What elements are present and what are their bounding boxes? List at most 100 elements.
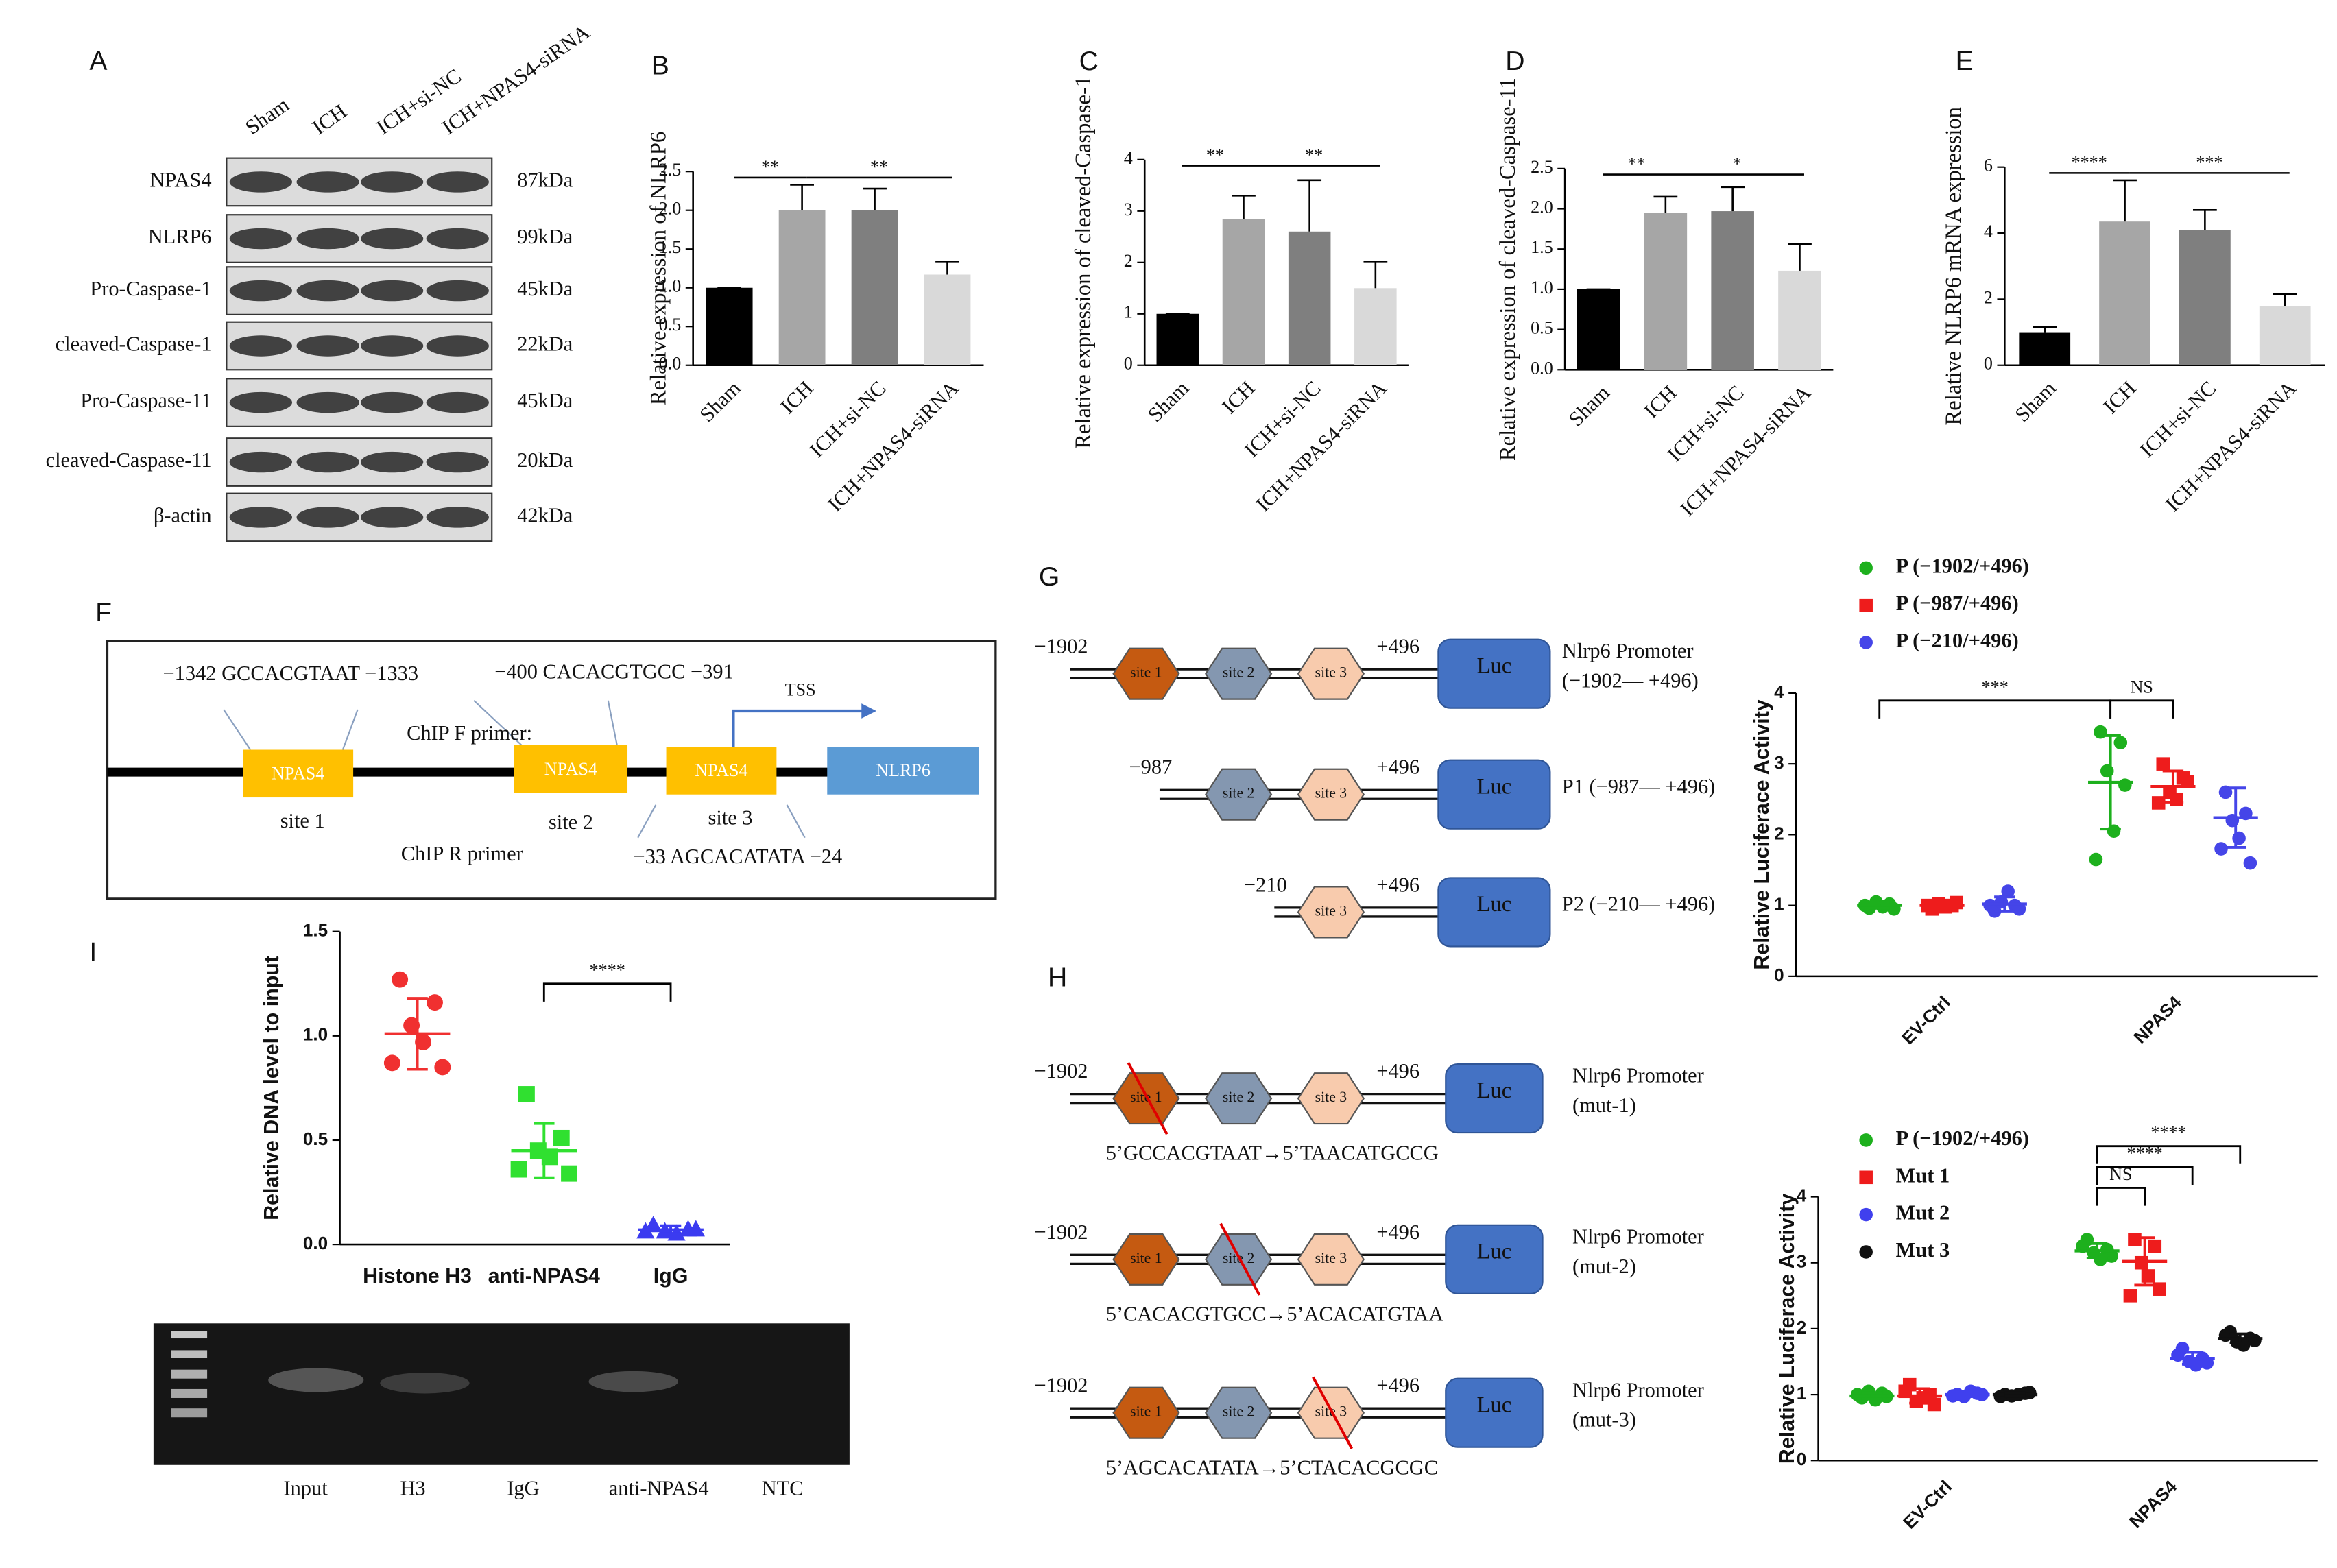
significance-bracket	[2096, 1145, 2242, 1164]
end-position: +496	[1376, 1059, 1419, 1083]
y-tick-label: 2	[1984, 287, 1993, 307]
panel-letter: D	[1505, 47, 1524, 76]
y-tick-label: 4	[1124, 148, 1133, 168]
panel-letter: C	[1079, 47, 1099, 76]
reporter-label: Luc	[1477, 1240, 1512, 1264]
ladder-band	[171, 1331, 208, 1339]
y-axis-label: Relative DNA level to input	[260, 956, 283, 1220]
bar	[1778, 270, 1821, 370]
data-point	[2225, 813, 2240, 828]
gel-lane-label: IgG	[507, 1477, 539, 1500]
primer-label: ChIP F primer:	[407, 721, 532, 745]
site-hexagon	[1112, 647, 1180, 700]
site-hexagon	[1205, 647, 1273, 700]
blot-band	[296, 451, 359, 473]
significance-label: ****	[2072, 152, 2107, 172]
data-point	[2151, 796, 2166, 810]
start-position: −1902	[1035, 635, 1088, 658]
mutation-sequence: 5’CACACGTGCC→5’ACACATGTAA	[1106, 1302, 1444, 1325]
size-label: 42kDa	[517, 503, 573, 527]
legend-entry: P (−1902/+496)	[1896, 554, 2029, 577]
construct-name: Nlrp6 Promoter	[1562, 639, 1694, 662]
y-axis-label: Relative expression of cleaved-Caspase-1…	[1496, 77, 1520, 461]
protein-label: β-actin	[154, 503, 212, 527]
legend-entry: P (−210/+496)	[1896, 629, 2019, 652]
site-hexagon	[1297, 1233, 1365, 1286]
construct-name: Nlrp6 Promoter	[1572, 1378, 1704, 1401]
reporter-box	[1445, 1224, 1544, 1294]
blot-band	[229, 335, 292, 357]
size-label: 45kDa	[517, 277, 573, 300]
data-point	[2118, 778, 2132, 792]
y-tick-label: 0.0	[1531, 358, 1553, 378]
bar	[778, 210, 826, 365]
site-sequence: −1342 GCCACGTAAT −1333	[163, 662, 419, 685]
data-point	[510, 1161, 527, 1178]
end-position: +496	[1376, 756, 1419, 779]
ladder-band	[171, 1350, 208, 1358]
site-label: site 3	[1315, 785, 1347, 801]
blot-band	[426, 391, 489, 413]
blot-band	[426, 451, 489, 473]
significance-bracket	[2096, 1166, 2194, 1185]
construct-name: Nlrp6 Promoter	[1572, 1064, 1704, 1087]
reporter-box	[1445, 1063, 1544, 1134]
protein-label: cleaved-Caspase-11	[46, 448, 212, 472]
y-axis-label: Relative expression of NLRP6	[646, 132, 671, 405]
panel-letter: F	[95, 598, 112, 627]
data-point	[2113, 736, 2128, 749]
panel-letter: H	[1048, 963, 1067, 993]
legend-marker	[1859, 1207, 1873, 1222]
y-tick-label: 0.0	[659, 354, 682, 374]
mutation-slash	[1312, 1376, 1354, 1449]
mutation-slash	[1127, 1062, 1168, 1135]
legend-marker	[1859, 1170, 1873, 1185]
mutation-sequence: 5’GCCACGTAAT→5’TAACATGCCG	[1106, 1142, 1439, 1165]
legend-entry: P (−1902/+496)	[1896, 1126, 2029, 1150]
mutation-slash	[1219, 1222, 1261, 1296]
callout-line	[637, 804, 657, 839]
data-point	[561, 1165, 578, 1182]
data-point	[2214, 842, 2228, 856]
significance-label: **	[761, 157, 779, 177]
data-point	[383, 1054, 400, 1072]
gel-image	[153, 1323, 850, 1465]
bar	[1288, 231, 1331, 365]
y-tick-label: 3	[1774, 752, 1784, 773]
y-tick-label: 1.5	[303, 920, 328, 941]
site-label: site 2	[1223, 664, 1254, 681]
site-label: site 1	[280, 809, 325, 832]
data-point	[2153, 1282, 2166, 1296]
tss-label: TSS	[785, 680, 816, 700]
primer-label: ChIP R primer	[401, 842, 523, 865]
legend-marker	[1859, 1245, 1873, 1259]
y-tick-label: 6	[1984, 156, 1993, 176]
legend-entry: Mut 1	[1896, 1163, 1950, 1187]
callout-line	[473, 699, 523, 746]
y-tick-label: 1	[1797, 1383, 1807, 1403]
data-point	[434, 1059, 451, 1076]
end-position: +496	[1376, 1220, 1419, 1244]
blot-band	[296, 280, 359, 302]
data-point	[2089, 852, 2103, 867]
y-tick-label: 0	[1124, 354, 1133, 374]
y-axis-label: Relative Luciferace Activity	[1775, 1194, 1799, 1464]
significance-label: NS	[2131, 677, 2153, 697]
y-tick-label: 4	[1797, 1185, 1807, 1205]
blot-band	[229, 171, 292, 193]
end-position: +496	[1376, 873, 1419, 896]
bar	[924, 274, 971, 365]
blot-band	[229, 451, 292, 473]
data-point	[2012, 902, 2026, 916]
data-point	[415, 1033, 432, 1050]
data-point	[541, 1148, 558, 1166]
site-label: site 2	[1223, 1089, 1254, 1105]
bar	[706, 287, 753, 365]
site-hexagon	[1205, 1072, 1273, 1125]
blot-band	[426, 335, 489, 357]
construct-name: P2 (−210— +496)	[1562, 893, 1716, 916]
data-point	[667, 1224, 686, 1241]
construct-name: (−1902— +496)	[1562, 669, 1699, 692]
construct-name: (mut-2)	[1572, 1255, 1636, 1278]
y-tick-label: 2	[1774, 823, 1784, 843]
